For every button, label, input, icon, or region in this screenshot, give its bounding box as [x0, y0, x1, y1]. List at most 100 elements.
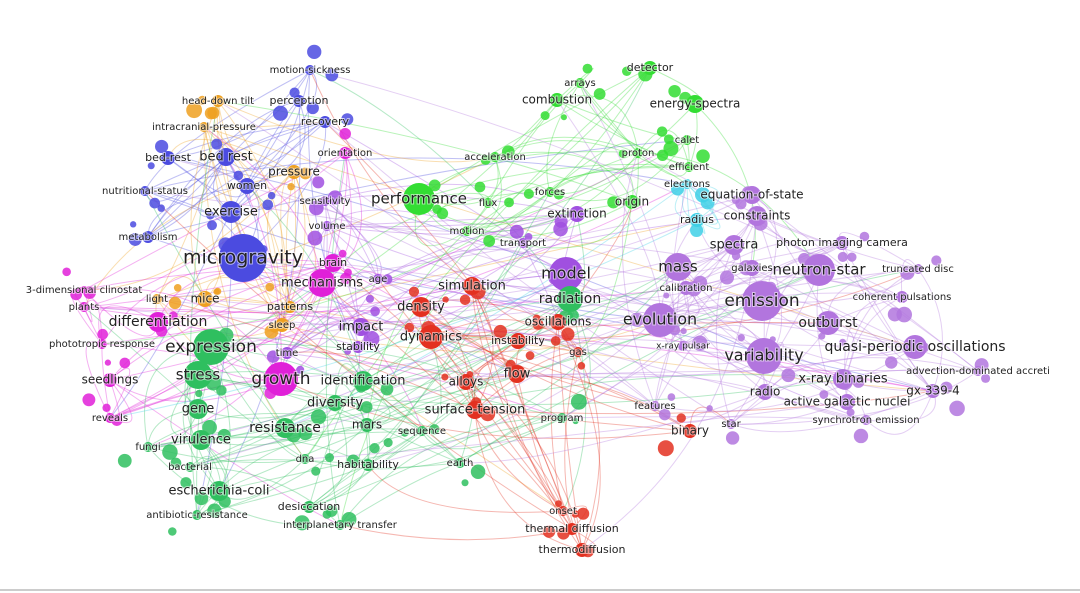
node	[97, 339, 107, 349]
edge	[286, 346, 360, 378]
node	[483, 198, 493, 208]
node	[643, 61, 657, 75]
minor-node	[846, 408, 855, 417]
edge	[156, 194, 753, 300]
node	[105, 413, 115, 423]
node	[303, 501, 315, 513]
edge	[842, 369, 979, 380]
edge	[210, 346, 423, 432]
node	[324, 254, 342, 272]
minor-node	[493, 324, 508, 339]
edge	[147, 69, 311, 238]
edge	[549, 67, 651, 193]
node-label: diversity	[307, 396, 363, 411]
node-label: flow	[504, 367, 531, 382]
node	[319, 116, 331, 128]
edge	[289, 219, 698, 308]
edge	[730, 370, 979, 425]
node-label: arrays	[564, 78, 595, 89]
edge	[286, 278, 379, 354]
node-label: women	[227, 179, 267, 192]
edge	[286, 215, 758, 354]
edge	[242, 121, 327, 259]
edge	[471, 285, 494, 411]
edge	[421, 417, 563, 450]
edge	[764, 391, 867, 421]
edge	[430, 336, 564, 512]
edge	[355, 271, 379, 328]
minor-node	[272, 105, 288, 121]
edge	[218, 417, 563, 492]
edge	[362, 298, 571, 384]
node-label: intracranial-pressure	[152, 122, 256, 133]
minor-node	[157, 204, 165, 212]
node-label: x-ray pulsar	[656, 342, 710, 352]
node-label: recovery	[301, 115, 350, 128]
minor-node	[981, 373, 991, 383]
minor-node	[211, 138, 223, 150]
node-label: calibration	[660, 283, 713, 294]
node-label: advection-dominated accreti	[906, 366, 1050, 377]
edge	[324, 121, 732, 425]
minor-node	[900, 265, 915, 280]
node	[360, 418, 374, 432]
minor-node	[119, 357, 131, 369]
minor-node	[104, 359, 112, 366]
node	[455, 458, 465, 468]
edge	[362, 380, 391, 426]
node	[300, 454, 310, 464]
edge	[324, 121, 524, 244]
minor-node	[540, 111, 550, 121]
edge	[200, 402, 336, 446]
minor-node	[360, 401, 373, 414]
edge	[147, 121, 326, 238]
node-label: neutron-star	[772, 261, 866, 279]
node	[839, 394, 855, 410]
node	[545, 187, 555, 197]
node-label: x-ray binaries	[798, 372, 888, 387]
node	[335, 520, 345, 530]
minor-node	[206, 211, 215, 220]
edge	[696, 219, 829, 324]
edge	[286, 351, 467, 383]
edge	[197, 370, 563, 419]
node-label: differentiation	[109, 314, 208, 330]
node	[557, 413, 567, 423]
node	[573, 347, 583, 357]
edge	[156, 156, 496, 300]
node-label: volume	[308, 221, 345, 232]
minor-node	[346, 454, 360, 468]
node	[188, 399, 208, 419]
edge	[196, 464, 369, 516]
edge	[144, 69, 311, 192]
minor-node	[483, 235, 496, 247]
minor-node	[400, 428, 409, 437]
node-label: oscillations	[525, 315, 592, 329]
edge	[83, 152, 346, 308]
node	[550, 93, 564, 107]
node-label: photon imaging camera	[776, 236, 908, 249]
edge	[672, 183, 688, 347]
minor-node	[896, 306, 913, 323]
node	[566, 523, 578, 535]
minor-node	[618, 149, 628, 158]
minor-node	[339, 127, 351, 140]
minor-node	[572, 417, 579, 425]
node	[913, 264, 923, 274]
edge	[308, 266, 679, 508]
minor-node	[577, 362, 586, 370]
node	[322, 221, 332, 231]
edge	[217, 100, 295, 177]
edge	[579, 82, 684, 347]
minor-node	[501, 145, 515, 159]
node	[403, 183, 435, 215]
minor-node	[338, 324, 345, 331]
node	[419, 325, 443, 349]
node	[757, 384, 773, 400]
node	[569, 206, 585, 222]
minor-node	[325, 505, 338, 517]
minor-node	[706, 405, 713, 412]
edge	[309, 69, 903, 298]
node	[417, 426, 427, 436]
minor-node	[338, 249, 347, 258]
